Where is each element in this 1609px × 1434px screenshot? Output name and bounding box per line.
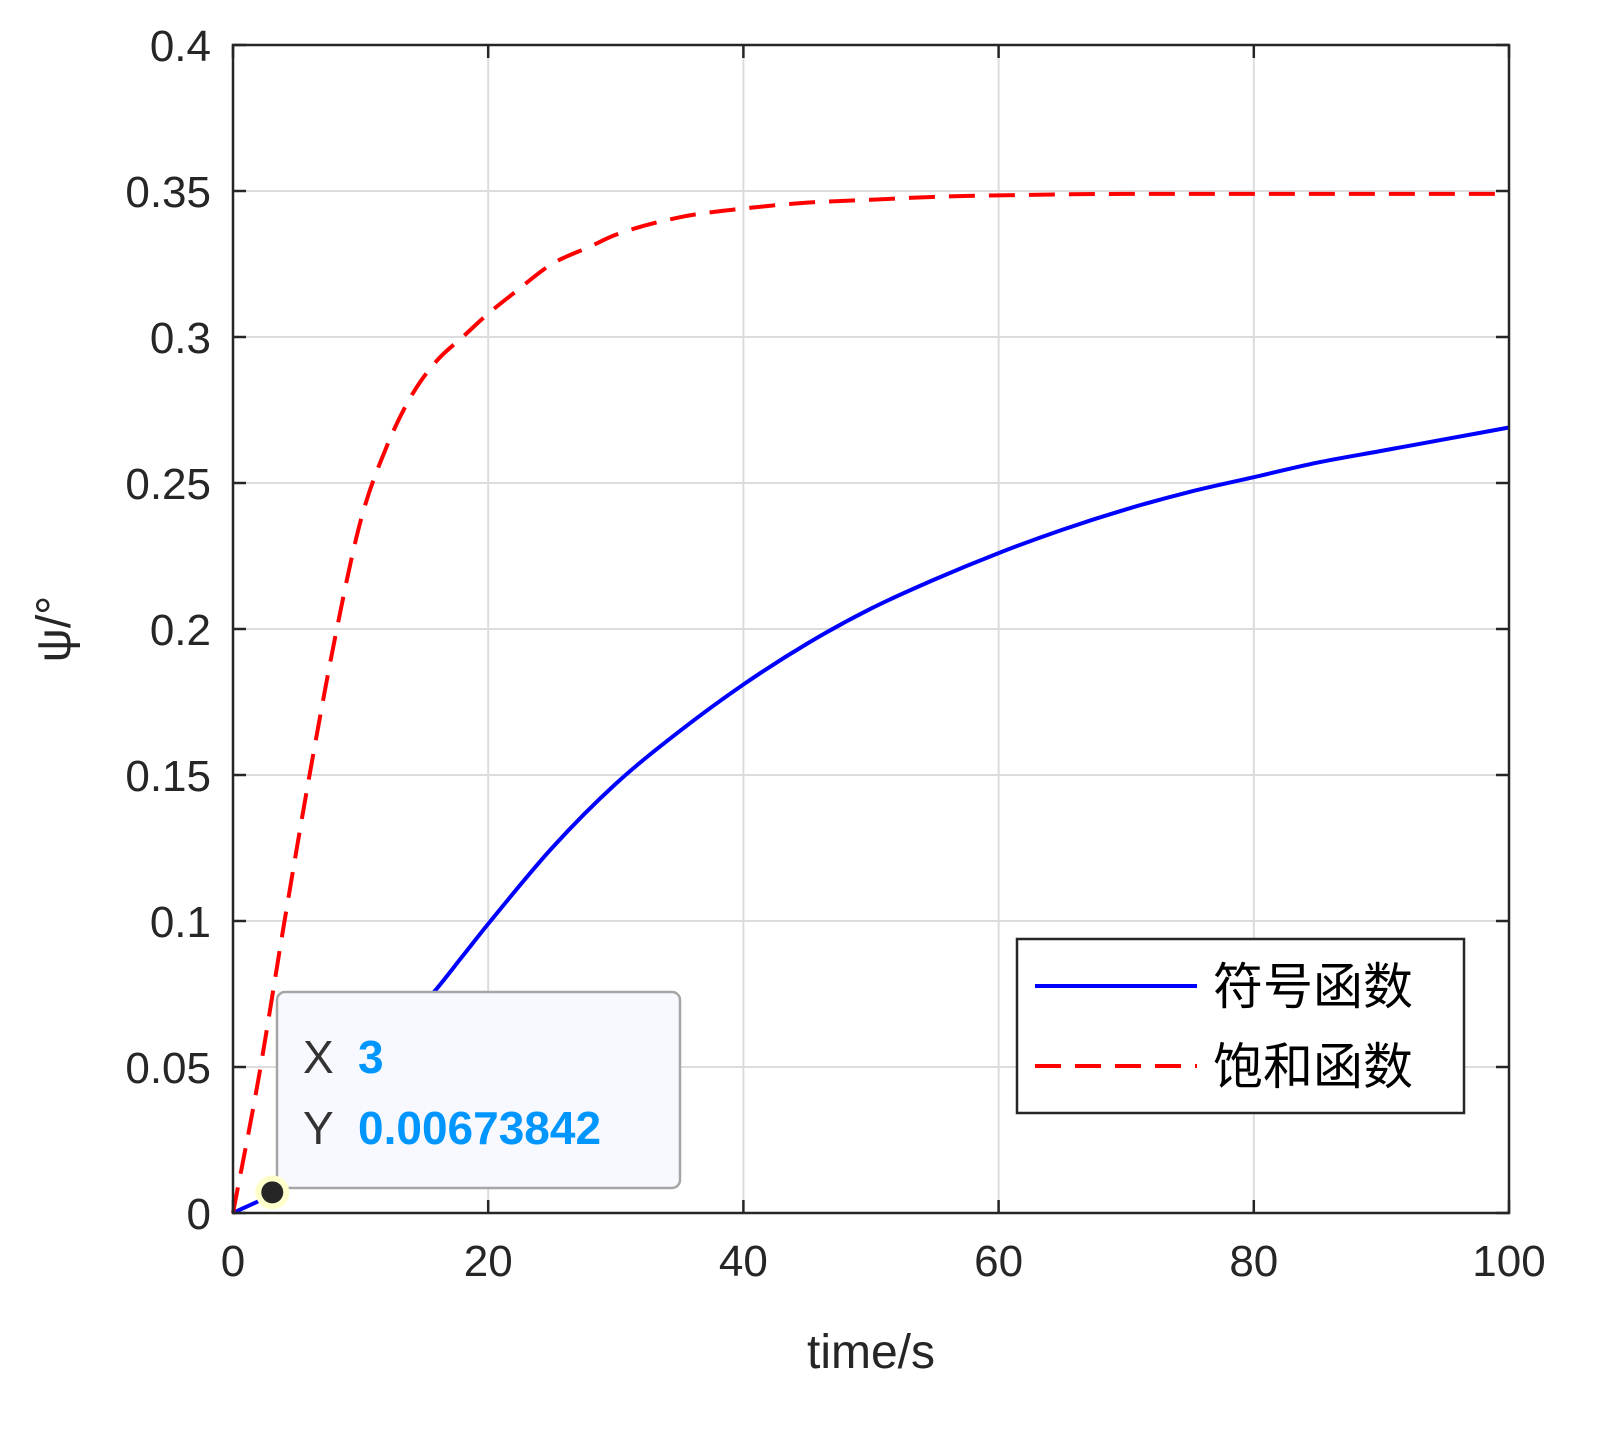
datatip-x-value: 3 [358, 1031, 384, 1083]
y-tick-label-4: 0.2 [150, 606, 211, 655]
y-tick-label-6: 0.3 [150, 314, 211, 363]
x-axis-label: time/s [807, 1326, 935, 1379]
datatip-x-key: X [303, 1031, 334, 1083]
x-tick-label-2: 40 [719, 1237, 768, 1286]
y-axis-label: ψ/° [28, 596, 81, 663]
y-tick-label-2: 0.1 [150, 898, 211, 947]
y-tick-label-1: 0.05 [125, 1044, 211, 1093]
datatip[interactable]: X 3 Y 0.00673842 [255, 990, 682, 1210]
ticks [231, 43, 1511, 1215]
legend: 符号函数 饱和函数 [1015, 937, 1466, 1115]
legend-box [1015, 937, 1466, 1115]
y-tick-label-5: 0.25 [125, 460, 211, 509]
datatip-marker[interactable] [261, 1181, 284, 1204]
legend-entry-saturation-function: 饱和函数 [1213, 1038, 1413, 1096]
datatip-y-key: Y [303, 1102, 334, 1154]
x-tick-label-0: 0 [221, 1237, 245, 1286]
datatip-box [275, 990, 682, 1190]
datatip-y-value: 0.00673842 [358, 1102, 601, 1154]
legend-entry-sign-function: 符号函数 [1213, 958, 1413, 1016]
y-tick-label-0: 0 [187, 1190, 211, 1239]
y-tick-label-3: 0.15 [125, 752, 211, 801]
x-tick-label-1: 20 [464, 1237, 513, 1286]
series-line-1 [231, 191, 1509, 1214]
x-tick-label-5: 100 [1472, 1237, 1545, 1286]
x-tick-label-4: 80 [1229, 1237, 1278, 1286]
tick-labels: 0 20 40 60 80 100 0 0.05 0.1 0.15 0.2 0.25 0.3 0.35 0.… [125, 22, 1545, 1286]
y-tick-label-8: 0.4 [150, 22, 211, 71]
y-tick-label-7: 0.35 [125, 168, 211, 217]
x-tick-label-3: 60 [974, 1237, 1023, 1286]
